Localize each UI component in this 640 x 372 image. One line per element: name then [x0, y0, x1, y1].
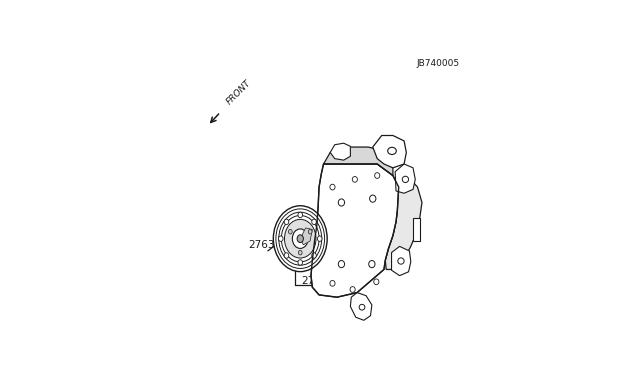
Text: 27631: 27631 [321, 259, 355, 269]
Ellipse shape [350, 287, 355, 292]
Text: FRONT: FRONT [225, 79, 253, 107]
Ellipse shape [370, 195, 376, 202]
Polygon shape [372, 135, 406, 168]
Ellipse shape [388, 147, 396, 154]
Ellipse shape [273, 206, 327, 272]
Ellipse shape [278, 236, 283, 241]
Ellipse shape [298, 212, 303, 218]
Polygon shape [385, 179, 422, 269]
Ellipse shape [312, 253, 316, 258]
Ellipse shape [339, 199, 344, 206]
Ellipse shape [369, 260, 375, 268]
Ellipse shape [289, 230, 292, 234]
Ellipse shape [330, 280, 335, 286]
Polygon shape [392, 246, 411, 276]
Ellipse shape [284, 219, 289, 225]
Text: JB740005: JB740005 [417, 59, 460, 68]
Ellipse shape [330, 184, 335, 190]
Polygon shape [300, 228, 312, 245]
Ellipse shape [285, 219, 316, 258]
Ellipse shape [352, 177, 357, 182]
Text: 27630: 27630 [301, 276, 335, 286]
Ellipse shape [298, 250, 302, 255]
Text: 27633: 27633 [248, 240, 282, 250]
Ellipse shape [339, 260, 344, 268]
Polygon shape [311, 164, 399, 297]
Ellipse shape [297, 235, 303, 243]
Ellipse shape [317, 236, 322, 241]
Ellipse shape [298, 260, 303, 265]
Ellipse shape [308, 230, 312, 234]
Ellipse shape [398, 258, 404, 264]
Ellipse shape [403, 176, 408, 183]
Ellipse shape [374, 279, 379, 285]
Polygon shape [324, 147, 393, 176]
Ellipse shape [374, 173, 380, 179]
Polygon shape [350, 293, 372, 320]
Polygon shape [413, 218, 420, 241]
Ellipse shape [359, 304, 365, 310]
Ellipse shape [284, 253, 289, 258]
Ellipse shape [312, 219, 316, 225]
Ellipse shape [292, 229, 308, 248]
Polygon shape [330, 143, 350, 160]
Polygon shape [395, 164, 415, 193]
